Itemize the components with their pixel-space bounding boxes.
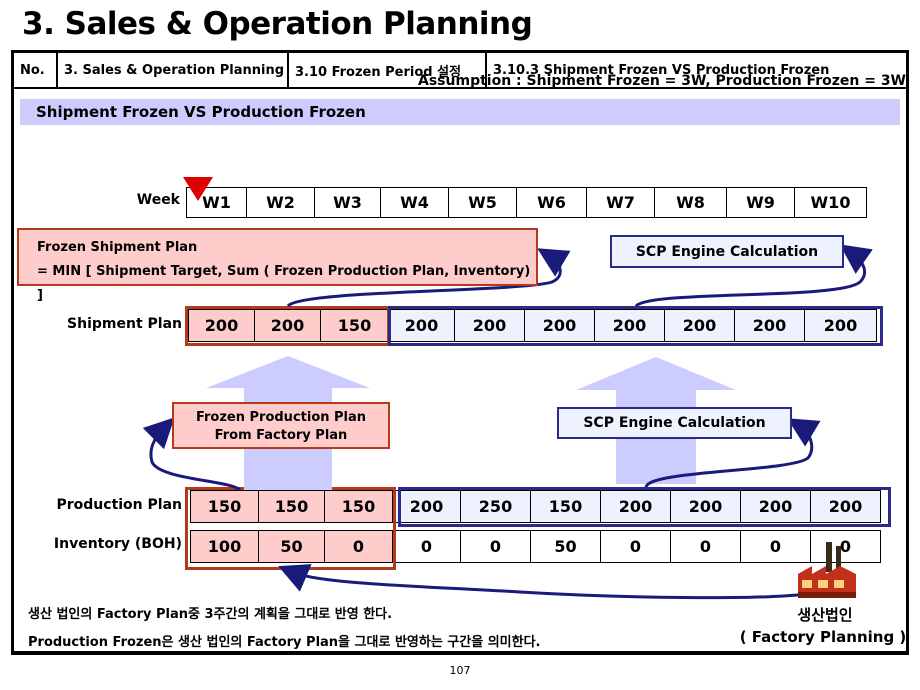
- inventory-cell: 0: [601, 531, 671, 563]
- factory-planning-label: ( Factory Planning ): [739, 628, 907, 646]
- shipment-plan-row: 200 200 150 200 200 200 200 200 200 200: [188, 309, 877, 342]
- frozen-shipment-plan-box: Frozen Shipment Plan = MIN [ Shipment Ta…: [17, 228, 538, 303]
- connector-shipment-frozen: [286, 248, 571, 308]
- page-title: 3. Sales & Operation Planning: [22, 6, 533, 42]
- frozen-production-plan-box: Frozen Production Plan From Factory Plan: [172, 402, 390, 449]
- note-line-2: Production Frozen은 생산 법인의 Factory Plan을 …: [28, 635, 541, 650]
- page-number: 107: [449, 664, 471, 677]
- shipment-cell: 200: [455, 310, 525, 342]
- week-cell: W5: [449, 188, 517, 218]
- inventory-label: Inventory (BOH): [53, 536, 182, 552]
- inventory-cell: 0: [325, 531, 393, 563]
- scp-engine-box-top: SCP Engine Calculation: [610, 235, 844, 268]
- production-cell: 200: [393, 491, 461, 523]
- shipment-cell: 150: [321, 310, 389, 342]
- frozen-production-title: Frozen Production Plan: [195, 410, 367, 425]
- inventory-cell: 0: [461, 531, 531, 563]
- week-cell: W6: [517, 188, 587, 218]
- week-label: Week: [136, 192, 180, 208]
- connector-shipment-engine: [634, 244, 873, 308]
- scp-engine-box-bottom: SCP Engine Calculation: [557, 407, 792, 439]
- inventory-cell: 0: [741, 531, 811, 563]
- frozen-shipment-formula: = MIN [ Shipment Target, Sum ( Frozen Pr…: [37, 264, 531, 303]
- production-cell: 150: [325, 491, 393, 523]
- production-cell: 200: [811, 491, 881, 523]
- week-cell: W4: [381, 188, 449, 218]
- header-section: 3. Sales & Operation Planning: [58, 53, 289, 87]
- inventory-cell: 0: [671, 531, 741, 563]
- shipment-cell: 200: [525, 310, 595, 342]
- inventory-cell: 0: [811, 531, 881, 563]
- week-cell: W7: [587, 188, 655, 218]
- week-cell: W8: [655, 188, 727, 218]
- header-topic: 3.10.3 Shipment Frozen VS Production Fro…: [493, 62, 830, 78]
- header-no: No.: [14, 53, 58, 87]
- week-cell: W10: [795, 188, 867, 218]
- assumption-text: Assumption : Shipment Frozen = 3W, Produ…: [418, 73, 906, 89]
- production-cell: 150: [531, 491, 601, 523]
- frozen-shipment-title: Frozen Shipment Plan: [37, 240, 198, 255]
- connector-production-engine: [644, 418, 821, 488]
- connector-factory: [278, 564, 807, 600]
- factory-icon: [798, 542, 856, 598]
- production-cell: 150: [191, 491, 259, 523]
- slide-frame: No. 3. Sales & Operation Planning 3.10 F…: [11, 50, 909, 655]
- production-cell: 200: [601, 491, 671, 523]
- shipment-plan-label: Shipment Plan: [67, 316, 182, 332]
- shipment-cell: 200: [389, 310, 455, 342]
- inventory-cell: 100: [191, 531, 259, 563]
- header-table: No. 3. Sales & Operation Planning 3.10 F…: [14, 53, 906, 89]
- inventory-cell: 50: [531, 531, 601, 563]
- frozen-production-subtitle: From Factory Plan: [214, 428, 348, 443]
- production-cell: 150: [259, 491, 325, 523]
- production-cell: 250: [461, 491, 531, 523]
- shipment-cell: 200: [255, 310, 321, 342]
- production-plan-row: 150 150 150 200 250 150 200 200 200 200: [190, 490, 881, 523]
- shipment-cell: 200: [189, 310, 255, 342]
- production-plan-label: Production Plan: [56, 497, 183, 513]
- factory-label: 생산법인: [797, 606, 853, 624]
- subtitle-band: Shipment Frozen VS Production Frozen: [20, 99, 900, 125]
- inventory-row: 100 50 0 0 0 50 0 0 0 0: [190, 530, 881, 563]
- header-subsection: 3.10 Frozen Period 설정: [289, 53, 487, 87]
- marker-triangle: [183, 177, 213, 201]
- week-cell: W2: [247, 188, 315, 218]
- week-header-row: W1 W2 W3 W4 W5 W6 W7 W8 W9 W10: [186, 187, 867, 218]
- inventory-cell: 0: [393, 531, 461, 563]
- connector-production-frozen: [142, 417, 242, 492]
- week-cell: W3: [315, 188, 381, 218]
- shipment-cell: 200: [805, 310, 877, 342]
- week-cell: W9: [727, 188, 795, 218]
- production-cell: 200: [671, 491, 741, 523]
- shipment-cell: 200: [595, 310, 665, 342]
- production-cell: 200: [741, 491, 811, 523]
- inventory-cell: 50: [259, 531, 325, 563]
- shipment-cell: 200: [665, 310, 735, 342]
- note-line-1: 생산 법인의 Factory Plan중 3주간의 계획을 그대로 반영 한다.: [28, 607, 393, 622]
- shipment-cell: 200: [735, 310, 805, 342]
